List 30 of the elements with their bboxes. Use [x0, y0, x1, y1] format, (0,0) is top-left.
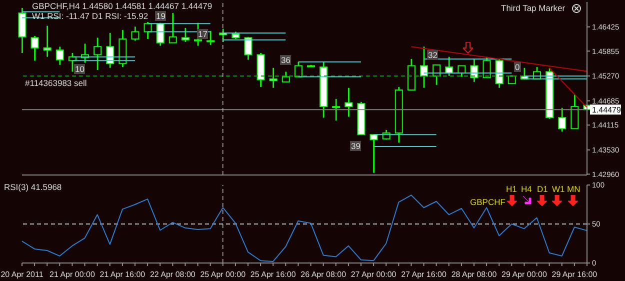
x-tick-label: 27 Apr 00:00 — [350, 270, 397, 279]
x-tick-label: 28 Apr 08:00 — [451, 270, 498, 279]
x-tick-label: 25 Apr 00:00 — [200, 270, 246, 279]
x-tick-label: 21 Apr 00:00 — [50, 270, 96, 279]
annotation: 19 — [155, 11, 166, 21]
annotation: W1 — [552, 184, 565, 194]
x-tick-label: 25 Apr 16:00 — [250, 270, 296, 279]
chart-title: GBPCHF,H4 1.44580 1.44581 1.44467 1.44479 — [32, 1, 212, 11]
x-tick-label: 21 Apr 16:00 — [100, 270, 146, 279]
annotation: Third Tap Marker — [500, 3, 566, 13]
annotation: 32 — [427, 50, 438, 60]
annotation: 0 — [514, 62, 521, 72]
x-tick-label: 22 Apr 08:00 — [150, 270, 196, 279]
x-tick-label: 29 Apr 16:00 — [552, 270, 598, 279]
annotation: H4 — [521, 184, 532, 194]
x-tick-label: 20 Apr 2011 — [0, 270, 44, 279]
annotation: D1 — [537, 184, 548, 194]
annotation: 17 — [197, 29, 208, 39]
annotation: 39 — [350, 141, 362, 151]
x-tick-label: 29 Apr 00:00 — [502, 270, 548, 279]
x-tick-label: 27 Apr 16:00 — [401, 270, 448, 279]
annotation: 36 — [280, 55, 292, 65]
annotation: H1 — [506, 184, 517, 194]
ref-line-label: #114363983 sell — [25, 78, 87, 88]
annotation: GBPCHF — [470, 197, 506, 207]
annotation: 10 — [74, 64, 86, 74]
chart-title: RSI(3) 41.5968 — [4, 182, 62, 192]
annotation: MN — [567, 184, 580, 194]
ref-line-label: 1.44479 — [592, 106, 622, 115]
x-tick-label: 26 Apr 08:00 — [300, 270, 347, 279]
